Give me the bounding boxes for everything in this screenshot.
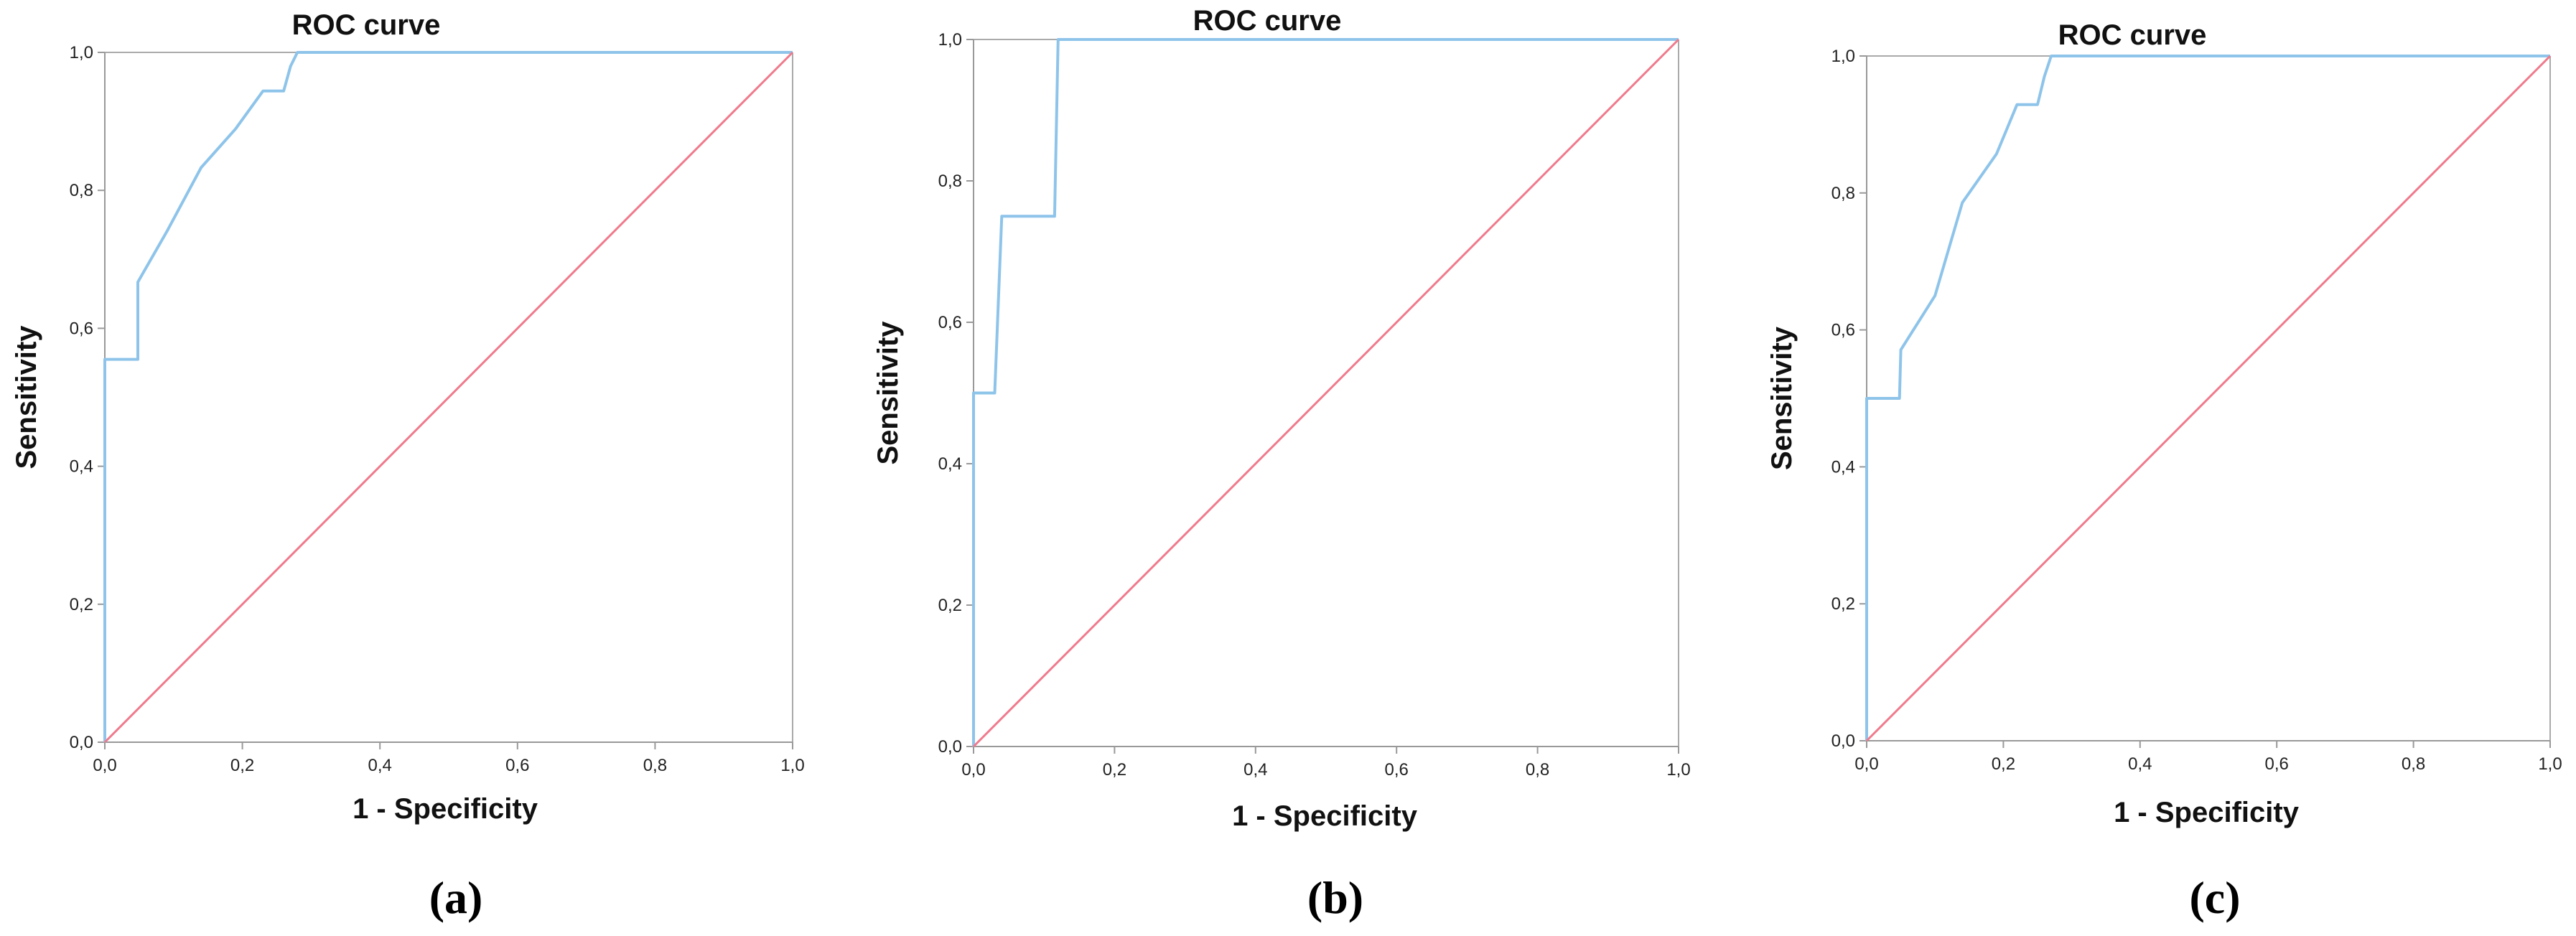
x-tick-label: 0,6 xyxy=(505,756,529,775)
x-tick-label: 0,4 xyxy=(2128,754,2152,774)
y-tick-label: 0,2 xyxy=(938,596,962,615)
y-tick-label: 1,0 xyxy=(938,30,962,50)
reference-diagonal-line xyxy=(103,51,794,744)
x-tick-label: 1,0 xyxy=(780,756,804,775)
y-tick-label: 0,0 xyxy=(938,737,962,757)
y-axis-label: Sensitivity xyxy=(872,321,904,465)
panel-label: (b) xyxy=(1307,872,1363,923)
x-tick-label: 0,8 xyxy=(1526,760,1549,780)
panel-label: (c) xyxy=(2189,872,2240,923)
y-tick-label: 0,6 xyxy=(70,319,93,338)
chart-panel-3: 0,0 0,2 0,4 0,6 0,8 1,0 0,0 0,2 0,4 0,6 0,8 1,0 ROC … xyxy=(1766,19,2562,923)
panel-label: (a) xyxy=(429,872,483,923)
y-tick-label: 0,0 xyxy=(70,733,93,752)
x-tick-label: 0,6 xyxy=(2265,754,2289,774)
x-tick-label: 0,0 xyxy=(1854,754,1878,774)
x-tick-label: 0,8 xyxy=(643,756,667,775)
y-tick-label: 0,4 xyxy=(938,454,962,474)
y-tick-label: 1,0 xyxy=(70,43,93,62)
reference-diagonal-line xyxy=(1865,55,2552,742)
x-tick-label: 0,8 xyxy=(2402,754,2425,774)
y-axis-label: Sensitivity xyxy=(11,325,42,469)
y-tick-label: 0,2 xyxy=(1831,594,1855,614)
y-tick-label: 0,8 xyxy=(1831,184,1855,203)
x-tick-label: 0,0 xyxy=(961,760,985,780)
roc-curve-line xyxy=(1865,55,2550,741)
y-axis-label: Sensitivity xyxy=(1766,326,1798,470)
roc-curve-line xyxy=(103,51,793,742)
chart-panel-2: 0,0 0,2 0,4 0,6 0,8 1,0 0,0 0,2 0,4 0,6 0,8 1,0 ROC … xyxy=(872,5,1691,923)
x-axis-label: 1 - Specificity xyxy=(353,793,538,825)
x-tick-label: 0,6 xyxy=(1385,760,1409,780)
y-tick-label: 0,0 xyxy=(1831,731,1855,751)
x-tick-label: 0,2 xyxy=(230,756,254,775)
y-tick-label: 0,2 xyxy=(70,595,93,614)
y-tick-label: 0,6 xyxy=(938,313,962,332)
x-tick-label: 1,0 xyxy=(2538,754,2562,774)
x-axis-label: 1 - Specificity xyxy=(2114,797,2300,828)
y-tick-label: 0,8 xyxy=(938,172,962,191)
x-tick-label: 0,0 xyxy=(93,756,116,775)
y-tick-label: 0,8 xyxy=(70,181,93,200)
y-tick-label: 0,4 xyxy=(1831,457,1855,477)
chart-panel-1: 0,0 0,2 0,4 0,6 0,8 1,0 0,0 0,2 0,4 0,6 0,8 1,0 ROC … xyxy=(11,9,805,923)
y-tick-label: 1,0 xyxy=(1831,47,1855,66)
chart-title: ROC curve xyxy=(1193,5,1342,37)
x-tick-label: 0,4 xyxy=(1243,760,1267,780)
x-tick-label: 0,2 xyxy=(1103,760,1126,780)
reference-diagonal-line xyxy=(972,38,1680,748)
roc-curve-line xyxy=(972,38,1679,747)
chart-title: ROC curve xyxy=(292,9,441,41)
x-tick-label: 0,2 xyxy=(1992,754,2015,774)
x-axis-label: 1 - Specificity xyxy=(1232,800,1418,832)
x-tick-label: 0,4 xyxy=(368,756,392,775)
y-tick-label: 0,4 xyxy=(70,457,93,477)
x-tick-label: 1,0 xyxy=(1666,760,1690,780)
y-tick-label: 0,6 xyxy=(1831,321,1855,340)
chart-title: ROC curve xyxy=(2058,19,2207,51)
